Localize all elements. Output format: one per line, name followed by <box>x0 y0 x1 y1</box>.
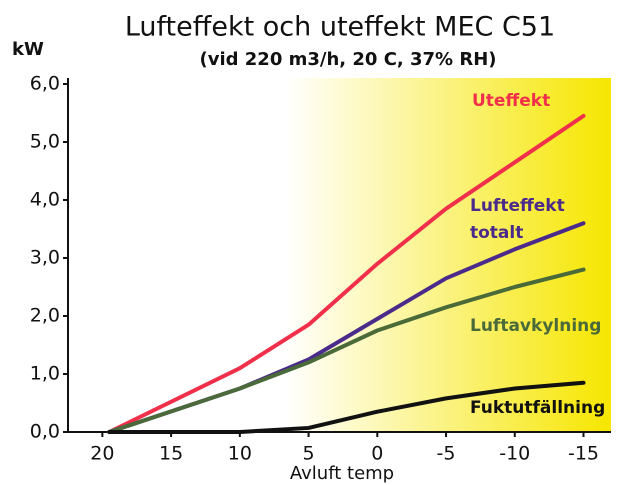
y-tick-label: 2,0 <box>30 305 60 327</box>
series-label-box: Luftavkylning <box>470 316 602 336</box>
x-tick-label: -10 <box>499 443 530 465</box>
y-tick-label: 0,0 <box>30 421 60 443</box>
series-line <box>107 113 586 434</box>
x-tick-label: 20 <box>90 443 114 465</box>
x-tick-label: 15 <box>159 443 183 465</box>
y-axis-label: kW <box>12 39 44 60</box>
y-tick-label: 4,0 <box>30 189 60 211</box>
y-tick-label: 6,0 <box>30 73 60 95</box>
series-label-box: Lufteffekt totalt <box>470 196 565 243</box>
series-label: Fuktutfällning <box>470 398 606 418</box>
series-label: Lufteffekt totalt <box>470 196 565 243</box>
chart-subtitle: (vid 220 m3/h, 20 C, 37% RH) <box>199 49 496 70</box>
series-label: Uteffekt <box>472 91 551 111</box>
x-tick-label: 0 <box>371 443 383 465</box>
series-label: Luftavkylning <box>470 316 602 336</box>
y-tick-label: 5,0 <box>30 131 60 153</box>
series-line <box>107 267 586 434</box>
series-label-box: Fuktutfällning <box>470 398 606 418</box>
x-tick-label: -5 <box>437 443 456 465</box>
x-axis-label: Avluft temp <box>290 463 394 484</box>
x-tick-label: 10 <box>228 443 252 465</box>
y-tick-label: 1,0 <box>30 363 60 385</box>
y-tick-label: 3,0 <box>30 247 60 269</box>
series-label-box: Uteffekt <box>472 91 551 111</box>
x-tick-label: 5 <box>303 443 315 465</box>
chart-title: Lufteffekt och uteffekt MEC C51 <box>125 12 555 43</box>
series-line <box>107 380 586 434</box>
x-tick-label: -15 <box>568 443 599 465</box>
plot-background <box>68 78 611 432</box>
